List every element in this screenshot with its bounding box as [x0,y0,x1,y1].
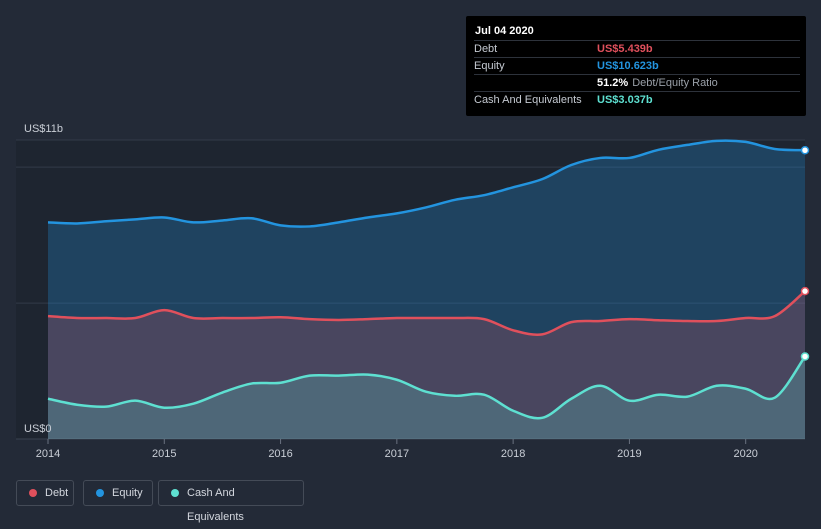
area-debt [48,291,805,439]
tooltip-cash-label: Cash And Equivalents [474,94,582,106]
x-tick-label-2014: 2014 [36,448,60,460]
tooltip-debt-label: Debt [474,43,498,55]
line-debt [47,290,806,336]
line-cash-and-equivalents [47,355,807,420]
tooltip-ratio-label: Debt/Equity Ratio [632,77,718,89]
x-tick-label-2017: 2017 [385,448,409,460]
tooltip-row-equity: Equity US$10.623b [474,57,800,75]
endpoint-equity [800,145,810,155]
tooltip-equity-label: Equity [474,60,505,72]
line-equity [47,139,806,228]
tooltip-row-cash: Cash And Equivalents US$3.037b [474,91,800,109]
x-tick-label-2019: 2019 [617,448,641,460]
tooltip-ratio: 51.2% Debt/Equity Ratio [597,77,718,89]
tooltip-equity-value: US$10.623b [597,60,659,72]
tooltip-ratio-value: 51.2% [597,77,629,89]
grid-lines [16,139,805,440]
x-tick-label-2020: 2020 [733,448,757,460]
legend-dot-debt [29,489,37,497]
legend-label-equity: Equity [112,487,143,499]
tooltip-row-debt: Debt US$5.439b [474,40,800,58]
plot-background [16,140,805,439]
tooltip-cash-value: US$3.037b [597,94,653,106]
tooltip-panel: Jul 04 2020 Debt US$5.439b Equity US$10.… [466,16,806,116]
legend-item-cash[interactable]: Cash And Equivalents [158,480,304,523]
y-axis-bottom-label: US$0 [24,423,52,435]
tooltip-date: Jul 04 2020 [475,25,534,37]
x-axis-ticks: 2014 2015 2016 2017 2018 2019 2020 [36,439,758,460]
tooltip-debt-value: US$5.439b [597,43,653,55]
legend-dot-equity [96,489,104,497]
x-tick-label-2016: 2016 [268,448,292,460]
series-endpoints [800,145,810,361]
legend-item-debt[interactable]: Debt [16,480,74,506]
area-equity [48,140,805,439]
endpoint-cash-and-equivalents [800,352,810,361]
series-lines [47,139,807,420]
x-tick-label-2018: 2018 [501,448,525,460]
tooltip-row-ratio: 51.2% Debt/Equity Ratio [474,74,800,92]
y-axis-top-label: US$11b [24,123,63,135]
series-areas [48,140,805,439]
x-tick-label-2015: 2015 [152,448,176,460]
legend-label-debt: Debt [45,487,69,499]
legend-item-equity[interactable]: Equity [83,480,153,506]
legend-dot-cash [171,489,179,497]
endpoint-debt [800,286,810,296]
area-cash-and-equivalents [48,356,805,439]
legend-label-cash: Cash And Equivalents [187,487,244,523]
